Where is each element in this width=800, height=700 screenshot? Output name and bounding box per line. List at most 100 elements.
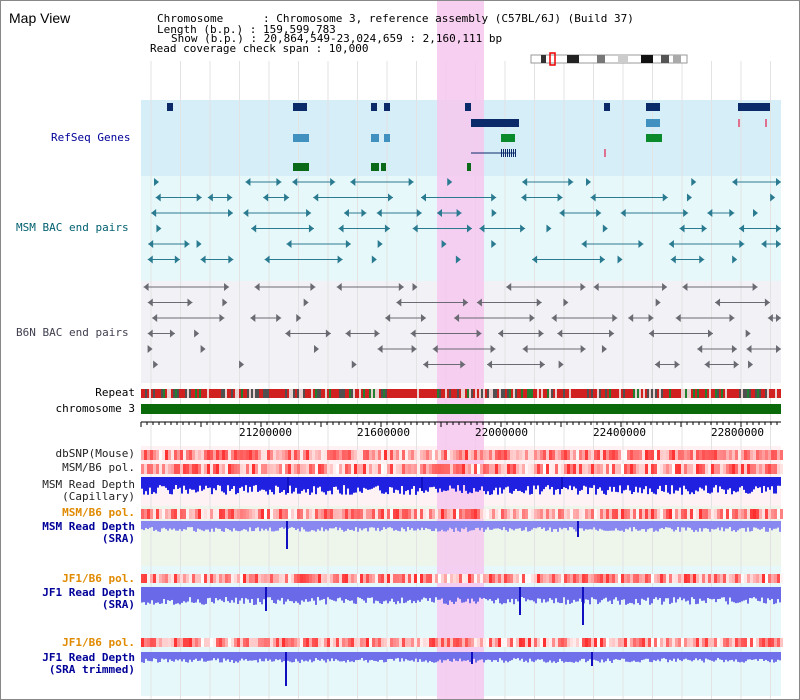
repeat-segment xyxy=(739,389,741,398)
msm-depth-capillary-bar xyxy=(645,477,647,487)
jf1-b6-pol-track-cell xyxy=(717,574,720,583)
jf1-b6-pol-track-cell xyxy=(708,574,711,583)
repeat-segment xyxy=(663,389,665,398)
msm-b6-pol-track-cell xyxy=(522,464,525,474)
jf1-b6-pol-2-track-cell xyxy=(417,638,420,647)
repeat-segment xyxy=(433,389,435,398)
dbsnp-track-cell xyxy=(192,450,195,460)
jf1-depth-trim-bar xyxy=(593,652,595,660)
jf1-depth-trim-bar xyxy=(231,652,233,661)
jf1-b6-pol-track-cell xyxy=(273,574,276,583)
jf1-depth-sra-bar xyxy=(525,587,527,602)
msm-depth-capillary-bar xyxy=(237,477,239,494)
msm-bac-pair-end xyxy=(200,255,206,264)
jf1-b6-pol-2-track-cell xyxy=(372,638,375,647)
msm-depth-sra-bar xyxy=(557,521,559,532)
jf1-depth-trim-bar xyxy=(209,652,211,661)
jf1-depth-sra-bar xyxy=(505,587,507,604)
gene-feature xyxy=(384,134,390,142)
repeat-segment xyxy=(455,389,457,398)
jf1-b6-pol-track-cell xyxy=(435,574,438,583)
dbsnp-track-cell xyxy=(249,450,252,460)
jf1-depth-trim-bar xyxy=(513,652,515,659)
msm-depth-sra-bar xyxy=(649,521,651,529)
msm-bac-pair-end xyxy=(313,193,319,202)
dbsnp-track-cell xyxy=(393,450,396,460)
msm-depth-capillary-bar xyxy=(719,477,721,487)
msm-depth-capillary-bar xyxy=(205,477,207,486)
msm-b6-pol-track-cell xyxy=(675,464,678,474)
msm-depth-capillary-bar xyxy=(347,477,349,489)
jf1-depth-trim-bar xyxy=(271,652,273,662)
track-label-refseq[interactable]: RefSeq Genes xyxy=(51,131,131,144)
msm-depth-sra-bar xyxy=(251,521,253,532)
msm-depth-capillary-bar xyxy=(621,477,623,494)
msm-depth-capillary-bar xyxy=(399,477,401,494)
msm-depth-capillary-bar xyxy=(743,477,745,490)
track-label-b6n-bac[interactable]: B6N BAC end pairs xyxy=(16,326,129,339)
jf1-depth-sra-bar xyxy=(435,587,437,598)
msm-depth-sra-bar xyxy=(561,521,563,530)
jf1-b6-pol-track-cell xyxy=(525,574,528,583)
msm-b6-pol-2-track-cell xyxy=(732,509,735,519)
msm-depth-capillary-bar xyxy=(757,477,759,489)
repeat-segment xyxy=(685,389,687,398)
repeat-segment xyxy=(243,389,245,398)
msm-b6-pol-2-track-cell xyxy=(558,509,561,519)
msm-depth-capillary-bar xyxy=(153,477,155,493)
msm-depth-sra-bar xyxy=(447,521,449,531)
msm-b6-pol-track-cell xyxy=(312,464,315,474)
jf1-b6-pol-track-cell xyxy=(387,574,390,583)
jf1-depth-trim-bar xyxy=(767,652,769,662)
b6n-bac-pair-end xyxy=(557,329,563,338)
b6n-bac-pair-end xyxy=(147,345,153,353)
msm-depth-sra-bar xyxy=(753,521,755,528)
msm-depth-sra-bar xyxy=(235,521,237,531)
msm-depth-sra-bar xyxy=(669,521,671,528)
msm-b6-pol-2-track-cell xyxy=(393,509,396,519)
repeat-segment xyxy=(471,389,473,398)
jf1-depth-sra-bar xyxy=(491,587,493,601)
msm-depth-capillary-bar xyxy=(563,477,565,488)
jf1-b6-pol-2-track-cell xyxy=(615,638,618,647)
repeat-segment xyxy=(597,389,599,398)
msm-bac-pair-end xyxy=(602,224,608,233)
repeat-segment xyxy=(543,389,545,398)
jf1-b6-pol-track-cell xyxy=(210,574,213,583)
msm-depth-capillary-bar xyxy=(191,477,193,490)
msm-depth-capillary-bar xyxy=(365,477,367,489)
msm-depth-sra-bar xyxy=(407,521,409,528)
msm-b6-pol-track-cell xyxy=(627,464,630,474)
msm-depth-capillary-bar xyxy=(509,477,511,493)
dbsnp-track-cell xyxy=(174,450,177,460)
msm-depth-capillary-bar xyxy=(471,477,473,494)
repeat-segment xyxy=(231,389,233,398)
msm-depth-sra-bar xyxy=(303,521,305,530)
msm-b6-pol-track-cell xyxy=(702,464,705,474)
msm-depth-capillary-bar xyxy=(353,477,355,493)
jf1-b6-pol-track-cell xyxy=(180,574,183,583)
track-label-msm-depth-sra-sub: (SRA) xyxy=(101,532,135,545)
jf1-depth-sra-bar xyxy=(617,587,619,601)
msm-depth-sra-bar xyxy=(603,521,605,531)
msm-depth-capillary-bar xyxy=(261,477,263,490)
msm-depth-sra-bar xyxy=(433,521,435,532)
jf1-depth-trim-bar xyxy=(381,652,383,660)
track-label-msm-bac[interactable]: MSM BAC end pairs xyxy=(16,221,129,234)
jf1-b6-pol-track-cell xyxy=(363,574,366,583)
msm-depth-sra-bar xyxy=(437,521,439,532)
b6n-bac-pair-end xyxy=(654,360,660,369)
msm-b6-pol-2-track-cell xyxy=(561,509,564,519)
msm-b6-pol-track-cell xyxy=(252,464,255,474)
repeat-segment xyxy=(525,389,527,398)
jf1-depth-trim-bar xyxy=(625,652,627,662)
msm-depth-capillary-bar xyxy=(193,477,195,490)
dbsnp-track-cell xyxy=(423,450,426,460)
msm-b6-pol-track-cell xyxy=(210,464,213,474)
ideogram-band xyxy=(597,55,605,63)
msm-depth-sra-bar xyxy=(195,521,197,532)
repeat-segment xyxy=(329,389,331,398)
repeat-segment xyxy=(419,389,421,398)
jf1-b6-pol-2-track-cell xyxy=(348,638,351,647)
